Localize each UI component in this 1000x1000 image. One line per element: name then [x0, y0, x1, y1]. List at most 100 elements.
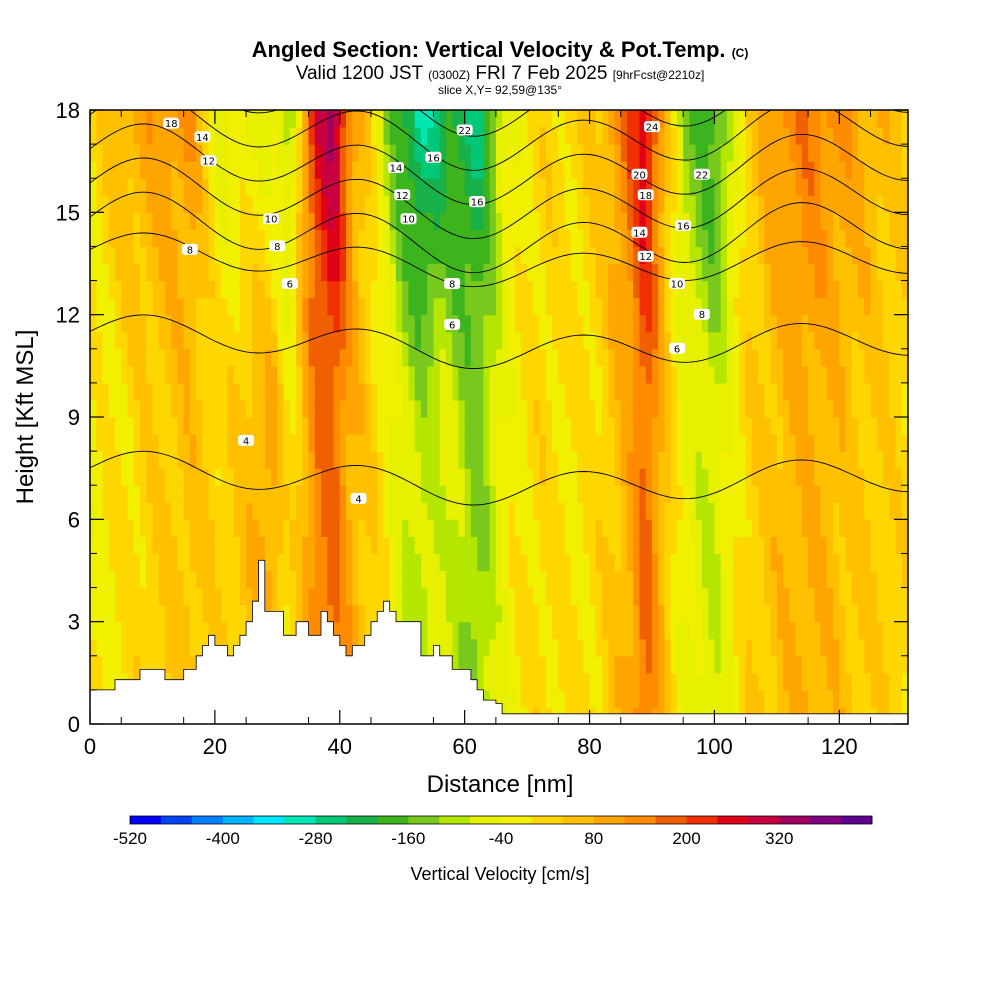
velocity-cell	[858, 502, 865, 520]
velocity-cell	[264, 468, 272, 486]
velocity-cell	[189, 570, 197, 589]
velocity-cell	[377, 570, 385, 589]
velocity-cell	[801, 212, 809, 230]
velocity-cell	[833, 178, 840, 196]
velocity-cell	[708, 365, 716, 384]
velocity-cell	[470, 382, 478, 401]
velocity-cell	[533, 672, 541, 691]
velocity-cell	[745, 451, 753, 469]
velocity-cell	[252, 587, 260, 606]
velocity-cell	[96, 297, 104, 316]
velocity-cell	[776, 348, 784, 367]
velocity-cell	[114, 621, 122, 640]
velocity-cell	[477, 536, 484, 555]
velocity-cell	[470, 519, 478, 537]
velocity-cell	[289, 553, 297, 572]
velocity-cell	[377, 417, 385, 435]
velocity-cell	[864, 502, 872, 520]
velocity-cell	[552, 485, 559, 503]
velocity-cell	[608, 689, 616, 708]
velocity-cell	[614, 144, 622, 162]
velocity-cell	[864, 297, 872, 316]
velocity-cell	[739, 519, 747, 537]
velocity-cell	[751, 365, 759, 384]
velocity-cell	[464, 536, 472, 555]
velocity-cell	[770, 178, 778, 196]
velocity-cell	[477, 468, 484, 486]
velocity-cell	[264, 536, 272, 555]
velocity-cell	[164, 536, 172, 555]
velocity-cell	[820, 382, 828, 401]
velocity-cell	[808, 570, 815, 589]
velocity-cell	[658, 382, 666, 401]
velocity-cell	[720, 127, 728, 145]
velocity-cell	[595, 502, 603, 520]
velocity-cell	[714, 604, 722, 623]
velocity-cell	[302, 246, 310, 265]
velocity-cell	[327, 331, 335, 350]
velocity-cell	[577, 212, 584, 230]
velocity-cell	[183, 485, 191, 503]
velocity-cell	[402, 485, 410, 503]
velocity-cell	[808, 655, 815, 674]
velocity-cell	[433, 468, 441, 486]
velocity-cell	[508, 399, 516, 418]
velocity-cell	[114, 604, 122, 623]
velocity-cell	[520, 348, 528, 367]
contour-label-text: 24	[646, 123, 659, 134]
velocity-cell	[214, 553, 222, 572]
velocity-cell	[720, 468, 728, 486]
velocity-cell	[901, 451, 908, 469]
velocity-cell	[183, 178, 191, 196]
velocity-cell	[495, 212, 503, 230]
velocity-cell	[895, 689, 903, 708]
velocity-cell	[483, 365, 491, 384]
velocity-cell	[658, 246, 666, 265]
velocity-cell	[508, 246, 516, 265]
velocity-cell	[676, 570, 684, 589]
velocity-cell	[271, 127, 278, 145]
velocity-cell	[439, 434, 447, 452]
velocity-cell	[483, 348, 491, 367]
velocity-cell	[127, 399, 135, 418]
velocity-cell	[789, 689, 797, 708]
velocity-cell	[795, 672, 803, 691]
velocity-cell	[514, 689, 522, 708]
velocity-cell	[346, 502, 353, 520]
velocity-cell	[658, 229, 666, 248]
velocity-cell	[395, 382, 403, 401]
velocity-cell	[851, 689, 859, 708]
velocity-cell	[133, 127, 141, 145]
velocity-cell	[477, 638, 484, 657]
velocity-cell	[339, 280, 347, 299]
velocity-cell	[221, 280, 228, 299]
velocity-cell	[739, 144, 747, 162]
velocity-cell	[289, 502, 297, 520]
velocity-cell	[876, 331, 884, 350]
velocity-cell	[783, 365, 790, 384]
velocity-cell	[302, 382, 310, 401]
velocity-cell	[452, 144, 460, 162]
velocity-cell	[633, 382, 641, 401]
velocity-cell	[302, 314, 310, 333]
velocity-cell	[189, 280, 197, 299]
velocity-cell	[296, 382, 303, 401]
velocity-cell	[458, 212, 466, 230]
velocity-cell	[508, 621, 516, 640]
velocity-cell	[514, 365, 522, 384]
velocity-cell	[408, 536, 416, 555]
velocity-cell	[701, 570, 709, 589]
velocity-cell	[139, 621, 147, 640]
velocity-cell	[433, 348, 441, 367]
contour-label-text: 8	[274, 242, 280, 253]
velocity-cell	[733, 365, 740, 384]
velocity-cell	[533, 212, 541, 230]
velocity-cell	[627, 434, 634, 452]
velocity-cell	[545, 519, 553, 537]
velocity-cell	[789, 399, 797, 418]
velocity-cell	[483, 417, 491, 435]
velocity-cell	[308, 297, 316, 316]
velocity-cell	[158, 451, 166, 469]
velocity-cell	[901, 587, 908, 606]
